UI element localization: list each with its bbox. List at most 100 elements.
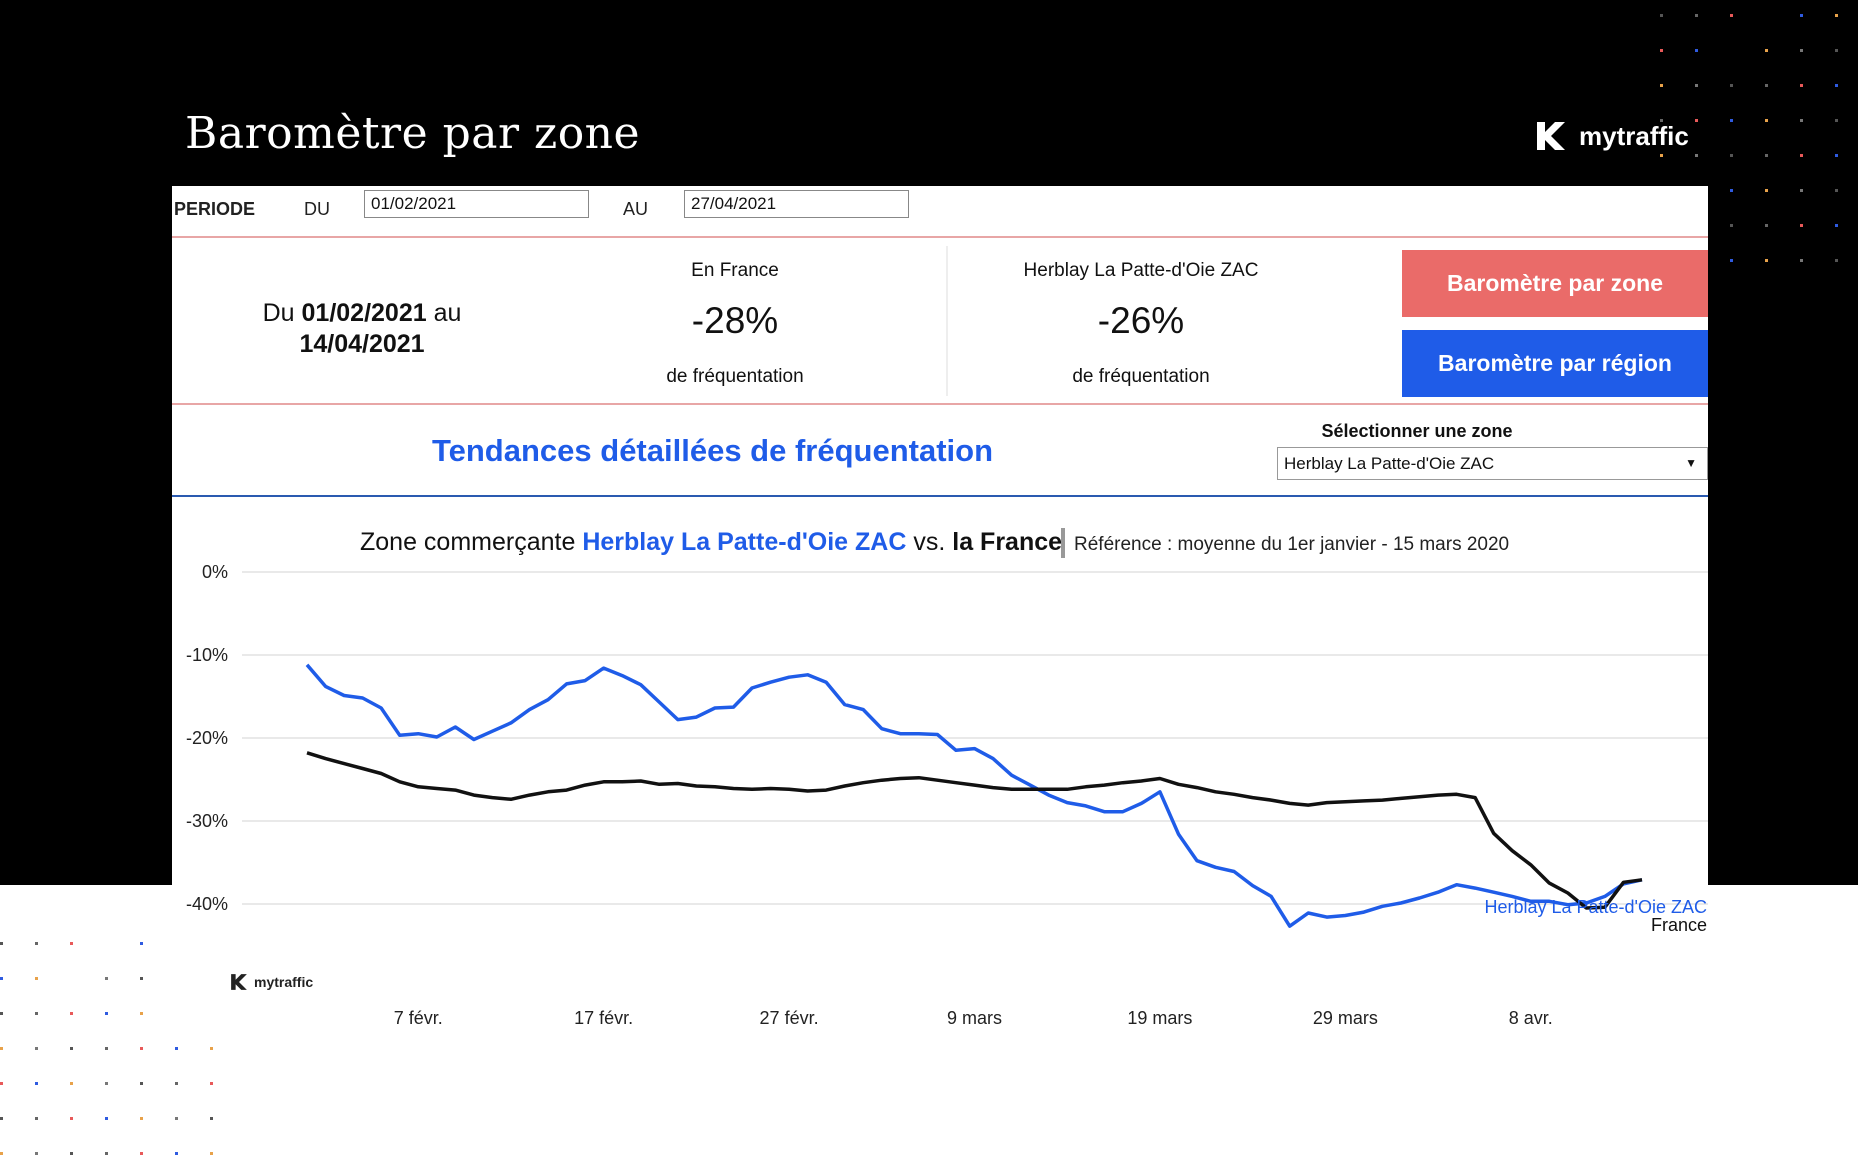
chart-heading-prefix: Zone commerçante: [360, 528, 576, 556]
decorative-dot: [210, 1047, 213, 1050]
x-tick-label: 9 mars: [947, 1008, 1002, 1028]
decorative-dot: [1730, 154, 1733, 157]
x-tick-label: 27 févr.: [760, 1008, 819, 1028]
decorative-dot: [210, 1152, 213, 1155]
series-line-france: [306, 751, 1643, 910]
decorative-dot: [70, 942, 73, 945]
decorative-dot: [1835, 224, 1838, 227]
decorative-dot: [1695, 154, 1698, 157]
decorative-dot: [175, 1152, 178, 1155]
decorative-dot: [1800, 189, 1803, 192]
range-end: 14/04/2021: [299, 330, 425, 358]
decorative-dot: [1800, 259, 1803, 262]
decorative-dot: [1835, 84, 1838, 87]
dashboard-panel: PERIODE DU AU Du 01/02/2021 au 14/04/202…: [172, 186, 1708, 1046]
decorative-dot: [1800, 224, 1803, 227]
range-mid: au: [433, 299, 462, 327]
chart-heading-vs: vs.: [913, 528, 946, 556]
period-label: PERIODE: [174, 199, 256, 219]
from-label: DU: [304, 199, 330, 219]
mytraffic-logo-icon: [1537, 122, 1565, 150]
kpi-zone-sub: de fréquentation: [1072, 366, 1210, 387]
decorative-dot: [1695, 119, 1698, 122]
decorative-dot: [105, 977, 108, 980]
decorative-dot: [0, 1117, 3, 1120]
decorative-dot: [1660, 119, 1663, 122]
decorative-dot: [0, 1047, 3, 1050]
decorative-dot: [1730, 259, 1733, 262]
decorative-dot: [1835, 259, 1838, 262]
decorative-dot: [35, 1012, 38, 1015]
zone-select-value: Herblay La Patte-d'Oie ZAC: [1284, 454, 1495, 473]
range-prefix: Du: [262, 299, 295, 327]
y-tick-label: -30%: [186, 811, 228, 831]
series-line-zone: [305, 663, 1643, 928]
decorative-dot: [1800, 119, 1803, 122]
summary-divider: [946, 246, 948, 396]
decorative-dot: [1800, 84, 1803, 87]
decorative-dot: [1835, 14, 1838, 17]
decorative-dot: [175, 1047, 178, 1050]
decorative-dot: [105, 1012, 108, 1015]
decorative-dot: [0, 977, 3, 980]
from-date-input[interactable]: [364, 190, 589, 218]
decorative-dot: [105, 1117, 108, 1120]
decorative-dot: [1765, 259, 1768, 262]
range-start: 01/02/2021: [301, 299, 427, 327]
dropdown-arrow-icon: ▼: [1685, 456, 1697, 470]
summary-row: Du 01/02/2021 au 14/04/2021 En France -2…: [172, 238, 1708, 405]
brand-logo[interactable]: mytraffic: [1535, 120, 1689, 152]
decorative-dot: [70, 1012, 73, 1015]
decorative-dot: [35, 1047, 38, 1050]
decorative-dot: [1695, 14, 1698, 17]
to-label: AU: [623, 199, 649, 219]
decorative-dot: [35, 942, 38, 945]
barometre-zone-button[interactable]: Baromètre par zone: [1402, 250, 1708, 317]
decorative-dot: [105, 1082, 108, 1085]
kpi-zone-title: Herblay La Patte-d'Oie ZAC: [1023, 260, 1259, 281]
decorative-dot: [1730, 189, 1733, 192]
decorative-dot: [35, 1152, 38, 1155]
decorative-dot: [70, 1047, 73, 1050]
decorative-dot: [1765, 84, 1768, 87]
decorative-dot: [0, 1082, 3, 1085]
barometre-region-button[interactable]: Baromètre par région: [1402, 330, 1708, 397]
chart-heading-text: Zone commerçante Herblay La Patte-d'Oie …: [360, 528, 1062, 557]
decorative-dot: [210, 1082, 213, 1085]
chart-heading-separator: [1061, 528, 1065, 558]
to-date-input[interactable]: [684, 190, 909, 218]
y-tick-label: -20%: [186, 728, 228, 748]
decorative-dot: [1730, 14, 1733, 17]
chart-logo-text: mytraffic: [254, 974, 314, 990]
chart-heading-reference: Référence : moyenne du 1er janvier - 15 …: [1074, 534, 1510, 555]
decorative-dot: [0, 942, 3, 945]
decorative-dot: [35, 1082, 38, 1085]
summary-date-range: Du 01/02/2021 au 14/04/2021: [212, 298, 512, 360]
brand-logo-text: mytraffic: [1579, 120, 1689, 151]
decorative-dot: [1695, 84, 1698, 87]
zone-select-dropdown[interactable]: Herblay La Patte-d'Oie ZAC ▼: [1277, 447, 1708, 480]
decorative-dot: [140, 1117, 143, 1120]
chart-heading: Zone commerçante Herblay La Patte-d'Oie …: [172, 522, 1708, 562]
x-tick-label: 17 févr.: [574, 1008, 633, 1028]
decorative-dot: [1730, 224, 1733, 227]
series-label-france: France: [1651, 915, 1707, 935]
decorative-dot: [1800, 14, 1803, 17]
trends-title: Tendances détaillées de fréquentation: [432, 433, 994, 468]
decorative-dot: [140, 942, 143, 945]
decorative-dot: [1695, 49, 1698, 52]
decorative-dot: [1800, 49, 1803, 52]
decorative-dot: [1730, 84, 1733, 87]
decorative-dot: [1660, 84, 1663, 87]
decorative-dot: [175, 1117, 178, 1120]
decorative-dot: [1800, 154, 1803, 157]
kpi-france-sub: de fréquentation: [666, 366, 804, 387]
decorative-dot: [1730, 119, 1733, 122]
decorative-dot: [70, 1117, 73, 1120]
decorative-dot: [1660, 49, 1663, 52]
series-label-zone: Herblay La Patte-d'Oie ZAC: [1484, 897, 1707, 917]
y-tick-label: -10%: [186, 645, 228, 665]
mytraffic-mini-logo-icon: [231, 974, 247, 990]
decorative-dot: [1765, 119, 1768, 122]
decorative-dot: [140, 1082, 143, 1085]
